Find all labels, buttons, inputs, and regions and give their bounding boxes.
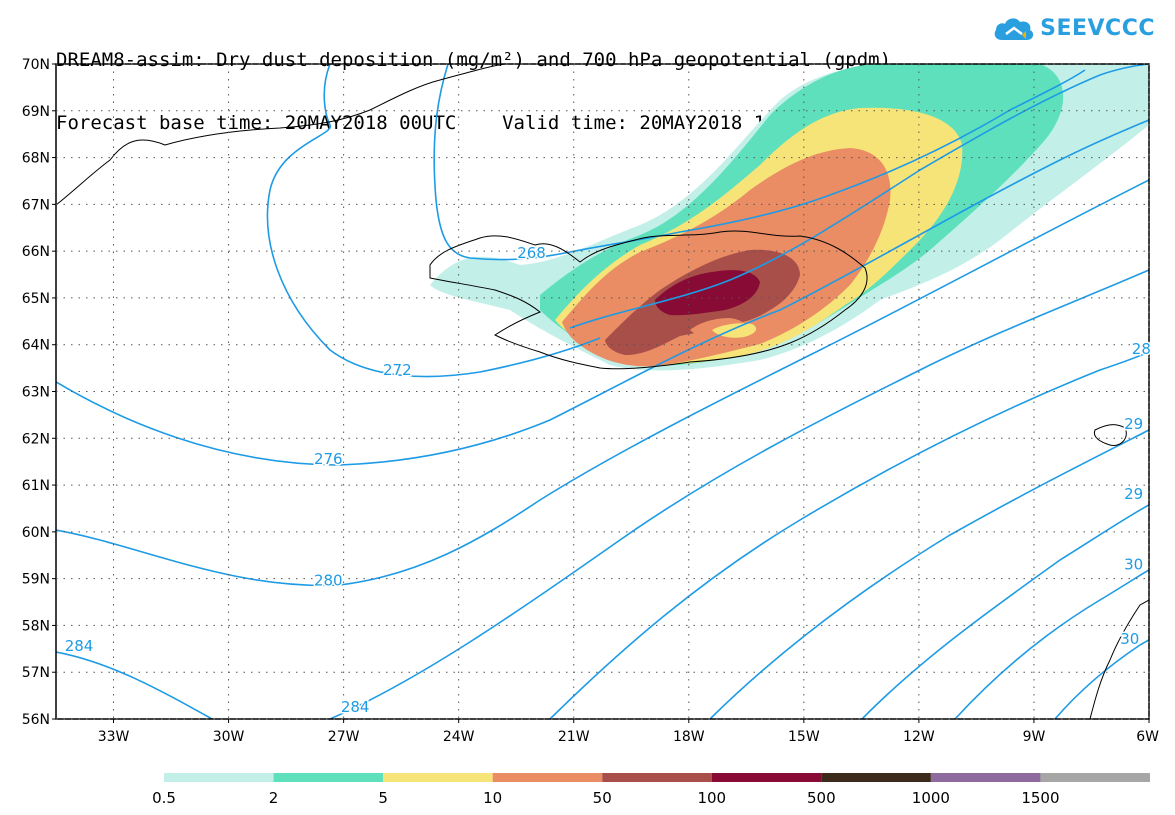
contour-268-west: [266, 64, 601, 378]
contour-280: [56, 179, 1149, 587]
lat-tick-label: 69N: [22, 104, 50, 120]
contour-value-label: 29: [1124, 485, 1143, 503]
contour-276: [56, 119, 1149, 466]
legend-swatch: [821, 773, 931, 782]
contour-value-label: 30: [1120, 630, 1139, 648]
lon-tick-label: 27W: [328, 729, 360, 745]
contour-labels: 268 272 276 280 284 284 28 29 29 30 30: [63, 243, 1152, 718]
legend-swatch: [273, 773, 384, 782]
legend-label: 50: [593, 789, 612, 807]
contour-296: [861, 504, 1149, 719]
lat-tick-label: 57N: [22, 665, 50, 681]
map-title: DREAM8-assim: Dry dust deposition (mg/m²…: [56, 8, 891, 155]
legend-label: 0.5: [152, 789, 176, 807]
contour-304: [1054, 639, 1149, 719]
contour-value-label: 276: [314, 450, 343, 468]
lon-tick-label: 9W: [1023, 729, 1046, 745]
lon-tick-label: 12W: [903, 729, 935, 745]
contour-284: [329, 269, 1149, 719]
lat-tick-label: 68N: [22, 151, 50, 167]
legend-swatch: [164, 773, 274, 782]
lat-tick-label: 64N: [22, 338, 50, 354]
legend-swatch: [492, 773, 603, 782]
lat-tick-label: 58N: [22, 618, 50, 634]
legend-label: 10: [483, 789, 502, 807]
lat-tick-label: 60N: [22, 525, 50, 541]
contour-value-label: 284: [341, 698, 370, 716]
geopotential-contours: [56, 64, 1149, 719]
legend-swatch: [383, 773, 493, 782]
contour-value-label: 280: [314, 572, 343, 590]
lon-tick-label: 6W: [1136, 729, 1159, 745]
legend-label: 1500: [1021, 789, 1059, 807]
lat-tick-label: 65N: [22, 291, 50, 307]
cloud-icon: [994, 18, 1034, 40]
dust-band-100: [655, 270, 760, 316]
lon-tick-label: 33W: [98, 729, 130, 745]
color-legend: 0.5 2 5 10 50 100 500 1000 1500: [152, 773, 1150, 807]
contour-value-label: 29: [1124, 415, 1143, 433]
legend-label: 500: [807, 789, 836, 807]
contour-value-label: 268: [517, 244, 546, 262]
lon-tick-label: 21W: [558, 729, 590, 745]
legend-swatch: [1040, 773, 1150, 782]
lat-tick-label: 59N: [22, 572, 50, 588]
contour-value-label: 30: [1124, 555, 1143, 573]
greenland-coastline: [56, 64, 506, 206]
legend-swatch: [930, 773, 1041, 782]
legend-label: 100: [697, 789, 726, 807]
contour-value-label: 28: [1132, 340, 1151, 358]
lon-tick-label: 18W: [673, 729, 705, 745]
lat-tick-label: 67N: [22, 197, 50, 213]
contour-value-label: 284: [65, 637, 94, 655]
legend-label: 5: [378, 789, 388, 807]
iceland-coastline: [429, 230, 868, 370]
lat-tick-label: 63N: [22, 385, 50, 401]
lon-tick-label: 30W: [213, 729, 245, 745]
contour-292: [709, 429, 1149, 719]
lat-tick-label: 62N: [22, 431, 50, 447]
legend-label: 2: [269, 789, 279, 807]
lon-tick-label: 15W: [788, 729, 820, 745]
lat-tick-label: 56N: [22, 712, 50, 728]
legend-swatch: [711, 773, 822, 782]
contour-272: [569, 64, 1149, 329]
lon-tick-label: 24W: [443, 729, 475, 745]
scotland-coastline: [1089, 599, 1149, 719]
contour-288: [549, 351, 1149, 719]
faroe-islands: [1093, 424, 1127, 447]
latitude-labels: 70N 69N 68N 67N 66N 65N 64N 63N 62N 61N 60N 59N 58N 5…: [22, 57, 56, 728]
contour-284-west: [56, 651, 213, 719]
longitude-labels: 33W 30W 27W 24W 21W 18W 15W 12W 9W 6W: [98, 719, 1159, 745]
seevccc-logo: SEEVCCC: [992, 14, 1155, 42]
legend-label: 1000: [912, 789, 950, 807]
lat-tick-label: 70N: [22, 57, 50, 73]
lat-tick-label: 66N: [22, 244, 50, 260]
contour-300: [954, 569, 1149, 719]
dust-deposition-field: [430, 64, 1149, 371]
contour-268-east: [433, 64, 1086, 261]
coastlines: [56, 64, 1149, 719]
legend-swatch: [602, 773, 712, 782]
lat-tick-label: 61N: [22, 478, 50, 494]
map-content: [56, 64, 1149, 719]
logo-text: SEEVCCC: [1040, 15, 1155, 41]
contour-value-label: 272: [383, 361, 412, 379]
